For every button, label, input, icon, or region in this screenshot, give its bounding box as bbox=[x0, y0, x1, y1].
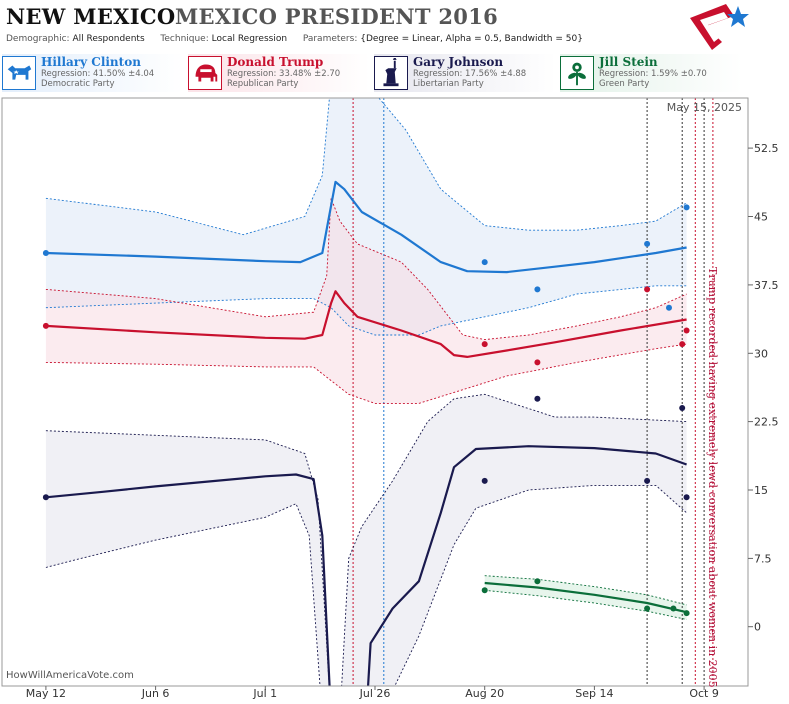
band-donald-trump bbox=[45, 198, 687, 404]
regression-lines bbox=[45, 180, 687, 686]
upper-bound-jill-stein bbox=[484, 575, 687, 606]
regression-line-hillary-clinton bbox=[45, 180, 687, 274]
demographic-value: All Respondents bbox=[72, 34, 145, 44]
poll-point-hillary-clinton bbox=[42, 250, 49, 256]
poll-point-hillary-clinton bbox=[481, 259, 488, 266]
y-tick-label: 22.5 bbox=[754, 416, 779, 429]
candidate-legend: Hillary Clinton Regression: 41.50% ±4.04… bbox=[0, 54, 789, 92]
band-hillary-clinton bbox=[45, 98, 687, 335]
chart-date: May 15, 2025 bbox=[667, 101, 742, 114]
poll-point-jill-stein bbox=[534, 578, 541, 585]
upper-bound-hillary-clinton bbox=[45, 98, 687, 236]
poll-chart: 0 7.5 15 22.5 30 37.5 45 52.5 May 12 Jun 6 Jul 1 Ju… bbox=[1, 97, 779, 700]
poll-point-hillary-clinton bbox=[666, 304, 672, 311]
site-logo-icon[interactable] bbox=[686, 2, 750, 52]
demographic-label: Demographic: bbox=[6, 34, 70, 44]
poll-point-donald-trump bbox=[481, 341, 488, 348]
regression-line-gary-johnson bbox=[45, 445, 687, 686]
poll-point-gary-johnson bbox=[481, 477, 488, 484]
poll-point-jill-stein bbox=[481, 587, 488, 594]
donkey-icon bbox=[2, 56, 36, 90]
poll-point-donald-trump bbox=[644, 286, 651, 293]
poll-point-gary-johnson bbox=[679, 405, 686, 411]
poll-point-gary-johnson bbox=[534, 395, 541, 402]
confidence-bands bbox=[45, 98, 687, 686]
y-tick-label: 7.5 bbox=[754, 552, 772, 565]
candidate-regression: Regression: 33.48% ±2.70 bbox=[227, 69, 341, 79]
poll-points bbox=[42, 204, 690, 617]
watermark: HowWillAmericaVote.com bbox=[6, 670, 134, 681]
technique-value: Local Regression bbox=[211, 34, 288, 44]
lower-bound-jill-stein bbox=[484, 589, 687, 620]
poll-point-donald-trump bbox=[683, 327, 690, 334]
legend-item-trump[interactable]: Donald Trump Regression: 33.48% ±2.70 Re… bbox=[188, 54, 370, 92]
candidate-regression: Regression: 41.50% ±4.04 bbox=[41, 69, 155, 79]
technique-label: Technique: bbox=[160, 34, 209, 44]
poll-point-jill-stein bbox=[683, 610, 690, 617]
elephant-icon bbox=[188, 56, 222, 90]
race-title: MEXICO PRESIDENT 2016 bbox=[175, 4, 499, 29]
y-tick-label: 0 bbox=[754, 621, 761, 634]
y-tick-label: 37.5 bbox=[754, 279, 779, 292]
poll-point-gary-johnson bbox=[42, 494, 49, 501]
x-tick-label: Aug 20 bbox=[465, 687, 504, 700]
poll-point-donald-trump bbox=[534, 359, 541, 366]
candidate-party: Green Party bbox=[599, 79, 650, 89]
x-tick-label: Jul 1 bbox=[252, 687, 277, 700]
lower-bound-gary-johnson bbox=[45, 484, 687, 686]
candidate-regression: Regression: 1.59% ±0.70 bbox=[599, 69, 707, 79]
candidate-party: Libertarian Party bbox=[413, 79, 484, 89]
upper-bound-donald-trump bbox=[45, 198, 687, 341]
lower-bound-donald-trump bbox=[45, 343, 687, 404]
y-tick-label: 30 bbox=[754, 347, 768, 360]
regression-line-jill-stein bbox=[484, 581, 687, 614]
band-gary-johnson bbox=[45, 394, 687, 686]
poll-point-hillary-clinton bbox=[534, 286, 541, 293]
poll-point-gary-johnson bbox=[683, 494, 690, 501]
x-tick-label: May 12 bbox=[26, 687, 66, 700]
poll-point-donald-trump bbox=[679, 341, 686, 348]
poll-point-jill-stein bbox=[644, 605, 651, 612]
poll-point-hillary-clinton bbox=[644, 240, 651, 247]
candidate-party: Republican Party bbox=[227, 79, 299, 89]
candidate-name: Gary Johnson bbox=[413, 55, 504, 69]
y-tick-label: 52.5 bbox=[754, 142, 779, 155]
poll-point-gary-johnson bbox=[644, 477, 651, 484]
x-tick-label: Sep 14 bbox=[575, 687, 613, 700]
liberty-torch-icon bbox=[374, 56, 408, 90]
legend-item-johnson[interactable]: Gary Johnson Regression: 17.56% ±4.88 Li… bbox=[374, 54, 556, 92]
candidate-name: Hillary Clinton bbox=[41, 55, 141, 69]
candidate-name: Donald Trump bbox=[227, 55, 324, 69]
x-tick-label: Jun 6 bbox=[141, 687, 170, 700]
poll-point-hillary-clinton bbox=[683, 204, 690, 211]
parameter-line: Demographic: All Respondents Technique: … bbox=[6, 34, 583, 44]
poll-point-jill-stein bbox=[670, 605, 677, 612]
confidence-bounds bbox=[45, 98, 687, 686]
header: NEW MEXICO MEXICO PRESIDENT 2016 Demogra… bbox=[0, 0, 789, 52]
y-tick-label: 15 bbox=[754, 484, 768, 497]
legend-item-clinton[interactable]: Hillary Clinton Regression: 41.50% ±4.04… bbox=[2, 54, 184, 92]
event-lines bbox=[352, 98, 714, 686]
parameters-label: Parameters: bbox=[302, 34, 358, 44]
x-tick-label: Oct 9 bbox=[689, 687, 719, 700]
candidate-regression: Regression: 17.56% ±4.88 bbox=[413, 69, 527, 79]
x-tick-label: Jul 26 bbox=[359, 687, 391, 700]
parameters-value: {Degree = Linear, Alpha = 0.5, Bandwidth… bbox=[360, 34, 583, 44]
axes: 0 7.5 15 22.5 30 37.5 45 52.5 May 12 Jun 6 Jul 1 Ju… bbox=[1, 97, 779, 700]
y-tick-label: 45 bbox=[754, 211, 768, 224]
state-title: NEW MEXICO bbox=[6, 4, 176, 29]
legend-item-stein[interactable]: Jill Stein Regression: 1.59% ±0.70 Green… bbox=[560, 54, 742, 92]
leaf-flower-icon bbox=[560, 56, 594, 90]
regression-line-donald-trump bbox=[45, 290, 687, 358]
candidate-party: Democratic Party bbox=[41, 79, 115, 89]
poll-point-donald-trump bbox=[42, 322, 49, 329]
upper-bound-gary-johnson bbox=[45, 393, 687, 686]
event-annotation: Trump recorded having extremely lewd con… bbox=[706, 267, 719, 688]
candidate-name: Jill Stein bbox=[599, 55, 658, 69]
